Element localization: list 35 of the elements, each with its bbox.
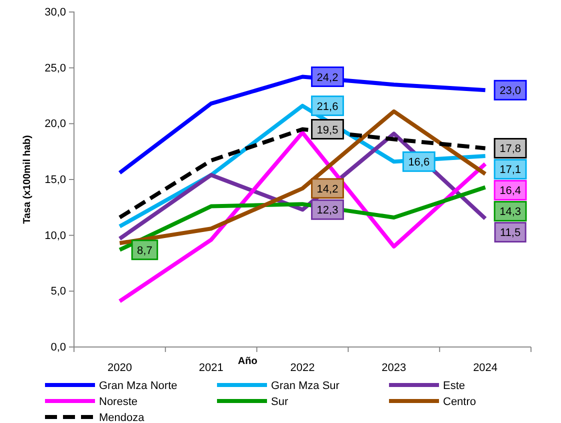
legend-label: Gran Mza Sur [271, 380, 340, 392]
data-label: 21,6 [316, 100, 338, 113]
data-label: 24,2 [316, 72, 338, 84]
x-tick-label: 2020 [107, 362, 132, 374]
line-series [118, 127, 488, 220]
y-tick-label: 10,0 [44, 230, 66, 242]
data-label: 17,1 [500, 164, 522, 176]
data-label: 11,5 [500, 227, 521, 240]
data-label: 14,2 [316, 183, 338, 196]
data-label: 16,6 [408, 156, 430, 169]
data-label: 16,4 [500, 185, 522, 198]
y-tick-label: 30,0 [44, 6, 66, 19]
x-tick-label: 2023 [382, 362, 406, 374]
legend-label: Gran Mza Norte [99, 380, 178, 392]
data-label: 8,7 [137, 244, 152, 257]
y-tick-label: 25,0 [44, 62, 66, 74]
data-label: 19,5 [316, 124, 338, 136]
y-tick-label: 15,0 [44, 174, 66, 186]
x-tick-label: 2022 [290, 362, 315, 374]
legend-label: Este [443, 380, 466, 392]
legend-label: Mendoza [99, 412, 146, 423]
y-tick-label: 5,0 [50, 286, 66, 298]
x-axis-title: Año [238, 356, 258, 367]
legend-label: Sur [271, 396, 288, 408]
x-tick-label: 2024 [473, 362, 498, 374]
y-axis-title: Tasa (x100mil hab) [22, 135, 33, 224]
data-label: 23,0 [500, 85, 522, 98]
y-tick-label: 0,0 [50, 342, 66, 354]
y-tick-label: 20,0 [44, 118, 66, 130]
legend-label: Centro [443, 396, 476, 408]
legend-label: Noreste [99, 396, 138, 408]
x-tick-label: 2021 [198, 362, 224, 374]
data-label: 17,8 [500, 143, 522, 156]
data-label: 14,3 [500, 206, 522, 218]
data-label: 12,3 [316, 204, 338, 217]
